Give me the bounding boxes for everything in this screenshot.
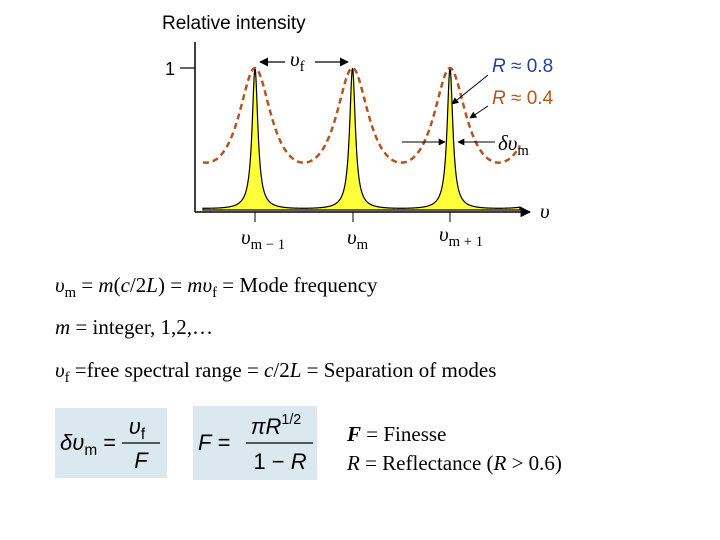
note: R = Reflectance (R > 0.6) [346,451,562,475]
text-run: R [346,451,360,475]
text-run: m [65,285,77,301]
text-run: υ [129,414,141,439]
text-run: δυ [60,430,84,455]
text-run: m − 1 [251,237,285,253]
text-run: ≈ 0.8 [506,56,553,77]
text-line: υf =free spectral range = c/2L = Separat… [55,358,496,386]
y-axis-label: Relative intensity [162,13,306,34]
text-run: ) = [158,273,187,297]
curve-label: R ≈ 0.4 [492,88,554,109]
text-run: υ [55,358,65,382]
text-run: c [121,273,131,297]
text-run: f [65,370,70,386]
text-run: m [517,143,529,159]
text-run: F [134,448,149,473]
text-run: L [145,273,158,297]
formula-numerator: πR1/2 [251,412,302,439]
text-run: = Mode frequency [217,273,378,297]
curve-label: R ≈ 0.8 [492,56,553,77]
text-run: =free spectral range = [70,358,265,382]
formula-numerator: υf [129,414,146,443]
pointer-arrow [451,74,489,105]
pointer-arrow [469,105,489,119]
fsr-label: υf [290,47,305,75]
text-line: υm = m(c/2L) = mυf = Mode frequency [55,273,378,301]
text-run: υ [55,273,65,297]
text-run: m [55,315,70,339]
y-tick-label: 1 [165,59,175,79]
text-run: m [357,237,369,253]
text-run: = Separation of modes [301,358,496,382]
text-run: m [98,273,113,297]
formula-left: δυm = [60,430,116,459]
text-run: = Reflectance ( [360,451,494,475]
peak-label: υm [347,225,369,253]
text-run: 1/2 [281,412,301,428]
text-run: ( [114,273,121,297]
text-run: f [300,59,305,75]
text-run: πR [251,414,282,439]
text-run: = [97,430,116,455]
text-run: c [264,358,274,382]
text-run: f [212,285,217,301]
text-run: υ [202,273,212,297]
peak-label: υm − 1 [241,225,285,253]
note: F = Finesse [346,422,446,446]
text-run: L [289,358,302,382]
text-run: υ [347,225,357,249]
text-run: F [198,430,213,455]
text-run: 1 − [253,449,290,474]
text-run: R [492,56,506,77]
text-run: R [493,451,507,475]
text-run: m + 1 [449,234,483,250]
formula-denominator: F [134,448,149,473]
label-bg [285,46,315,74]
text-run: m [187,273,202,297]
text-run: δυ [498,131,517,155]
text-run: F [346,422,361,446]
text-run: f [141,426,146,443]
formula-left: F = [198,430,230,455]
text-run: m [84,442,97,459]
text-run: = integer, 1,2,… [70,315,213,339]
peak-label: υm + 1 [439,222,483,250]
sharp-curve [202,67,521,211]
text-run: υ [540,199,550,223]
text-run: /2 [273,358,289,382]
text-run: υ [241,225,251,249]
text-run: > 0.6) [506,451,562,475]
text-run: υ [439,222,449,246]
text-run: ≈ 0.4 [506,88,554,109]
text-run: υ [290,47,300,71]
curves [202,66,522,211]
text-run: = Finesse [361,422,446,446]
text-line: m = integer, 1,2,… [55,315,213,339]
formula-denominator: 1 − R [253,449,306,474]
x-axis-label: υ [540,199,550,223]
text-run: R [291,449,307,474]
broad-curve [202,66,522,164]
text-run: /2 [130,273,146,297]
text-run: R [492,88,506,109]
text-run: = [76,273,98,297]
text-run: = [211,430,230,455]
linewidth-label: δυm [498,131,529,159]
